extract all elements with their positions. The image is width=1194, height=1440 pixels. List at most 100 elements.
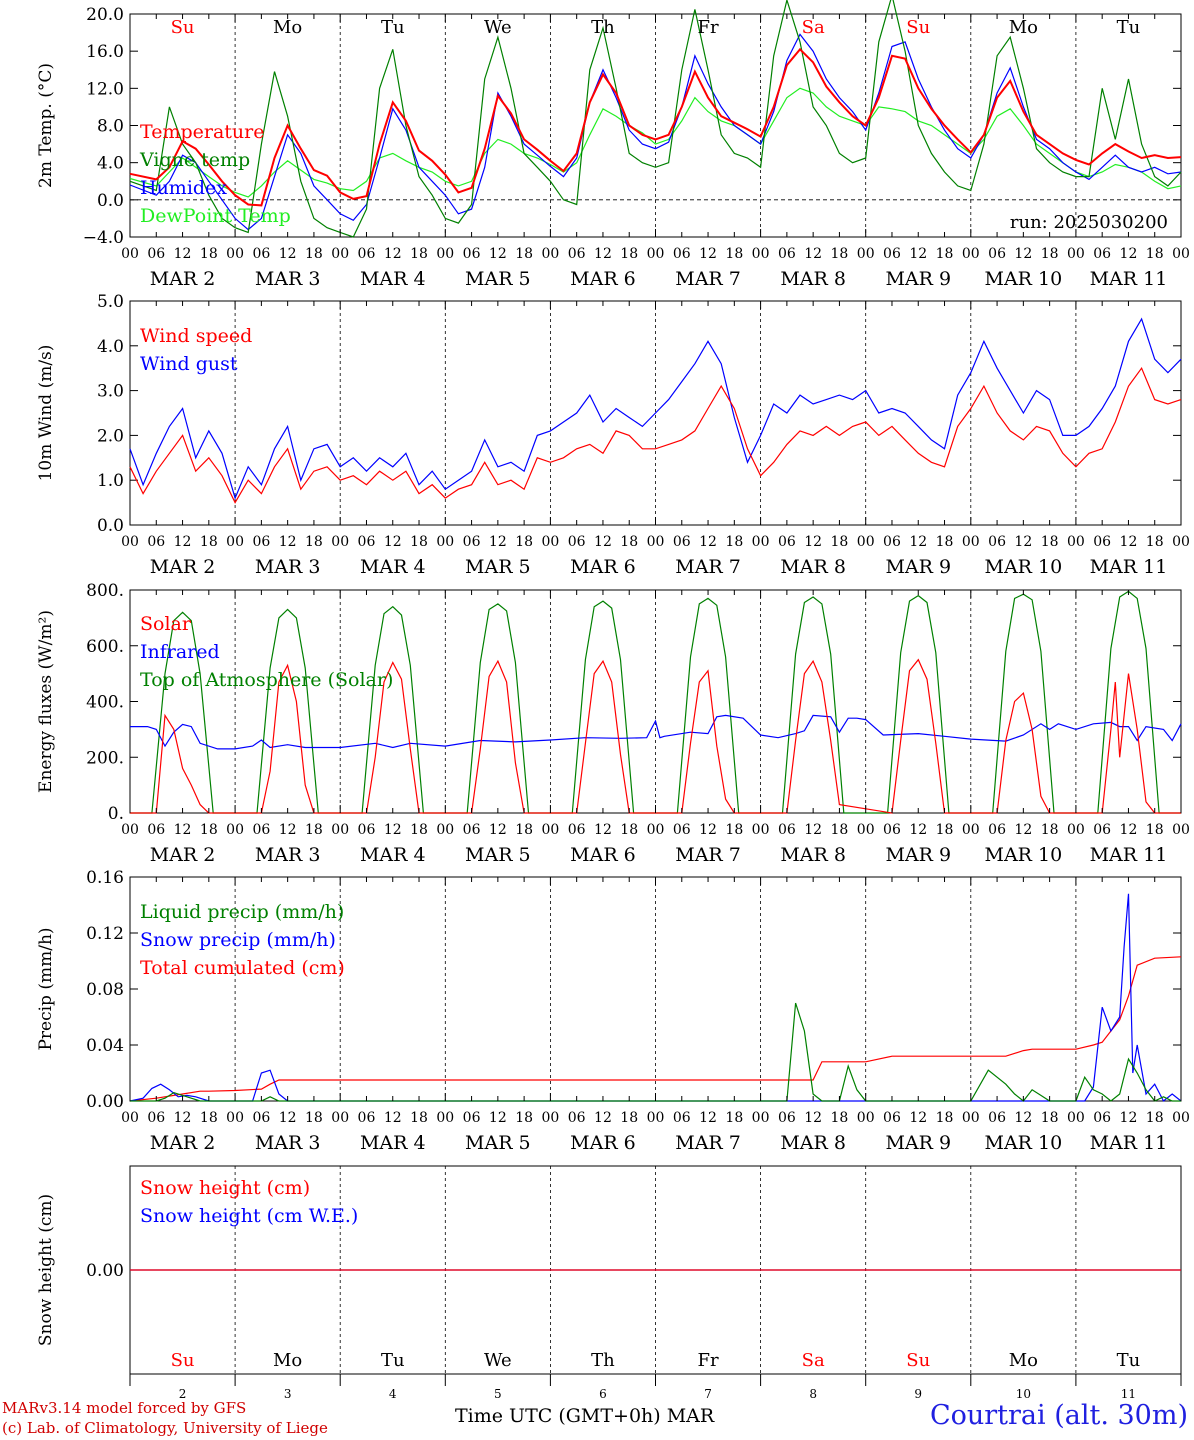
day-abbrev: Fr — [698, 17, 719, 38]
date-label: MAR 7 — [675, 844, 741, 866]
legend-entry: Vigne temp — [139, 149, 250, 171]
hour-tick-label: 12 — [1120, 822, 1138, 838]
hour-tick-label: 00 — [436, 534, 454, 550]
date-label: MAR 11 — [1090, 268, 1168, 290]
hour-tick-label: 00 — [436, 246, 454, 262]
date-label: MAR 2 — [150, 844, 216, 866]
y-tick-label: 0.0 — [97, 191, 124, 211]
hour-tick-label: 12 — [279, 1110, 297, 1126]
hour-tick-label: 00 — [541, 1110, 559, 1126]
hour-tick-label: 12 — [699, 534, 717, 550]
legend-entry: Total cumulated (cm) — [140, 957, 345, 979]
date-label: MAR 8 — [780, 268, 846, 290]
hour-tick-label: 00 — [331, 246, 349, 262]
day-abbrev: Mo — [1009, 17, 1038, 38]
y-tick-label: 0.00 — [86, 1092, 124, 1112]
hour-tick-label: 12 — [804, 1110, 822, 1126]
hour-tick-label: 12 — [1014, 534, 1032, 550]
hour-tick-label: 06 — [463, 534, 481, 550]
hour-tick-label: 12 — [1120, 1110, 1138, 1126]
hour-tick-label: 00 — [857, 534, 875, 550]
legend-entry: Snow height (cm) — [140, 1177, 310, 1199]
hour-tick-label: 06 — [252, 1110, 270, 1126]
y-axis-label: Energy fluxes (W/m²) — [36, 610, 56, 793]
hour-tick-label: 12 — [594, 534, 612, 550]
hour-tick-label: 18 — [936, 246, 954, 262]
date-label: MAR 9 — [885, 1132, 951, 1154]
hour-tick-label: 00 — [857, 1110, 875, 1126]
hour-tick-label: 06 — [568, 822, 586, 838]
hour-tick-label: 12 — [594, 246, 612, 262]
series-line — [129, 0, 1182, 238]
series-line — [130, 590, 1181, 814]
y-tick-label: 5.0 — [97, 292, 124, 312]
x-axis-title: Time UTC (GMT+0h) MAR — [455, 1405, 715, 1427]
legend-entry: Infrared — [140, 641, 220, 663]
hour-tick-label: 18 — [515, 1110, 533, 1126]
hour-tick-label: 06 — [1093, 246, 1111, 262]
date-label: MAR 4 — [360, 268, 426, 290]
hour-tick-label: 00 — [857, 822, 875, 838]
date-label: MAR 11 — [1090, 844, 1168, 866]
hour-tick-label: 00 — [436, 1110, 454, 1126]
date-label: MAR 6 — [570, 268, 636, 290]
hour-tick-label: 12 — [804, 534, 822, 550]
hour-tick-label: 06 — [147, 534, 165, 550]
legend-entry: Liquid precip (mm/h) — [140, 901, 344, 923]
legend-entry: Wind gust — [140, 353, 238, 375]
y-tick-label: 600. — [86, 637, 124, 657]
day-abbrev: Sa — [802, 1350, 825, 1371]
hour-tick-label: 12 — [384, 822, 402, 838]
date-label: MAR 5 — [465, 844, 531, 866]
hour-tick-label: 18 — [305, 246, 323, 262]
day-number: 3 — [284, 1387, 292, 1401]
hour-tick-label: 00 — [962, 534, 980, 550]
hour-tick-label: 18 — [620, 1110, 638, 1126]
day-abbrev: Mo — [273, 1350, 302, 1371]
date-label: MAR 5 — [465, 556, 531, 578]
hour-tick-label: 18 — [305, 822, 323, 838]
hour-tick-label: 06 — [252, 822, 270, 838]
y-tick-label: 4.0 — [97, 154, 124, 174]
hour-tick-label: 12 — [174, 246, 192, 262]
hour-tick-label: 00 — [752, 246, 770, 262]
date-label: MAR 4 — [360, 844, 426, 866]
legend-entry: Solar — [140, 613, 192, 635]
day-abbrev: Tu — [1117, 1350, 1141, 1371]
hour-tick-label: 00 — [226, 534, 244, 550]
series-line — [129, 87, 1182, 198]
hour-tick-label: 12 — [489, 1110, 507, 1126]
hour-tick-label: 18 — [620, 534, 638, 550]
hour-tick-label: 00 — [1172, 246, 1190, 262]
hour-tick-label: 00 — [752, 1110, 770, 1126]
hour-tick-label: 06 — [673, 246, 691, 262]
date-label: MAR 11 — [1090, 556, 1168, 578]
hour-tick-label: 12 — [1014, 822, 1032, 838]
hour-tick-label: 06 — [147, 1110, 165, 1126]
day-number: 11 — [1121, 1387, 1136, 1401]
hour-tick-label: 18 — [515, 534, 533, 550]
day-abbrev: We — [484, 17, 512, 38]
hour-tick-label: 12 — [279, 534, 297, 550]
y-tick-label: 0.04 — [86, 1036, 124, 1056]
date-label: MAR 4 — [360, 1132, 426, 1154]
legend-entry: Temperature — [140, 121, 264, 143]
hour-tick-label: 18 — [831, 822, 849, 838]
hour-tick-label: 00 — [121, 822, 139, 838]
day-abbrev: Th — [591, 17, 615, 38]
hour-tick-label: 06 — [463, 822, 481, 838]
y-tick-label: 800. — [86, 581, 124, 601]
hour-tick-label: 00 — [1067, 246, 1085, 262]
series-line — [130, 1002, 1181, 1102]
hour-tick-label: 06 — [883, 534, 901, 550]
hour-tick-label: 18 — [515, 822, 533, 838]
series-line — [129, 956, 1182, 1102]
series-line — [129, 33, 1182, 231]
day-number: 9 — [914, 1387, 922, 1401]
hour-tick-label: 12 — [699, 822, 717, 838]
hour-tick-label: 18 — [936, 1110, 954, 1126]
hour-tick-label: 18 — [1041, 246, 1059, 262]
date-label: MAR 5 — [465, 1132, 531, 1154]
day-abbrev: Mo — [273, 17, 302, 38]
day-abbrev: Su — [906, 1350, 930, 1371]
